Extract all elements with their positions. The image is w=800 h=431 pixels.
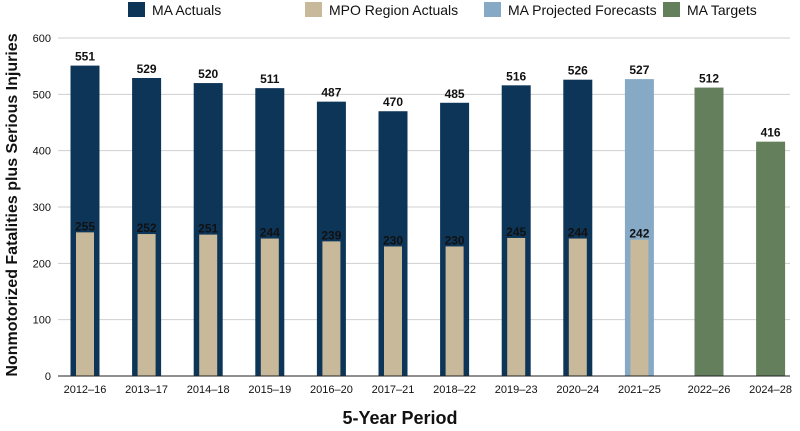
data-label: 239 xyxy=(321,228,341,242)
bar-mpo-region-actuals xyxy=(384,246,402,376)
y-tick-label: 0 xyxy=(45,371,51,383)
x-tick-label: 2020–24 xyxy=(556,384,599,396)
x-tick-label: 2012–16 xyxy=(64,384,107,396)
data-label: 516 xyxy=(506,69,526,83)
value-labels: 551 255 529 252 520 251 511 244 487 239 470 230 485 2… xyxy=(75,50,781,248)
data-label: 526 xyxy=(568,64,588,78)
x-tick-label: 2021–25 xyxy=(618,384,661,396)
bar-mpo-region-actuals xyxy=(199,234,218,376)
data-label: 511 xyxy=(260,72,280,86)
data-label: 251 xyxy=(198,222,218,236)
x-tick-label: 2024–28 xyxy=(749,384,792,396)
data-label: 551 xyxy=(75,50,95,64)
y-tick-label: 500 xyxy=(33,89,51,101)
y-tick-label: 300 xyxy=(33,202,51,214)
data-label: 252 xyxy=(137,221,157,235)
data-label: 485 xyxy=(445,87,465,101)
bar-mpo-region-actuals xyxy=(76,232,94,376)
gridlines xyxy=(58,37,790,321)
x-axis-title: 5-Year Period xyxy=(342,408,457,428)
data-label: 230 xyxy=(445,233,465,247)
y-tick-label: 200 xyxy=(33,258,51,270)
data-label: 244 xyxy=(568,226,588,240)
bars xyxy=(70,65,786,377)
data-label: 529 xyxy=(137,62,157,76)
bar-mpo-region-actuals xyxy=(260,238,279,376)
y-tick-label: 400 xyxy=(33,146,51,158)
data-label: 487 xyxy=(321,86,341,100)
x-axis-ticks: 2012–16 2013–17 2014–18 2015–19 2016–20 2017–… xyxy=(64,384,792,396)
bar-ma-targets xyxy=(756,141,786,376)
y-axis-ticks: 0 100 200 300 400 500 600 xyxy=(33,33,51,383)
bar-mpo-region-actuals xyxy=(568,238,587,376)
legend-label: MPO Region Actuals xyxy=(329,2,458,18)
bar-mpo-region-actuals xyxy=(630,239,649,376)
data-label: 230 xyxy=(383,233,403,247)
legend-swatch xyxy=(128,2,145,17)
y-axis-title: Nonmotorized Fatalities plus Serious Inj… xyxy=(4,33,21,376)
bar-mpo-region-actuals xyxy=(322,241,341,376)
data-label: 242 xyxy=(629,227,649,241)
x-tick-label: 2016–20 xyxy=(310,384,353,396)
legend-swatch xyxy=(305,2,322,17)
x-tick-label: 2015–19 xyxy=(248,384,291,396)
data-label: 255 xyxy=(75,219,95,233)
x-tick-label: 2018–22 xyxy=(433,384,476,396)
data-label: 245 xyxy=(506,225,526,239)
legend-swatch xyxy=(663,2,680,17)
legend-label: MA Actuals xyxy=(152,2,221,18)
data-label: 520 xyxy=(198,67,218,81)
bar-mpo-region-actuals xyxy=(137,234,156,376)
legend-swatch xyxy=(484,2,501,17)
legend-label: MA Projected Forecasts xyxy=(508,2,657,18)
legend: MA Actuals MPO Region Actuals MA Projected… xyxy=(128,2,757,18)
x-tick-label: 2014–18 xyxy=(187,384,230,396)
y-tick-label: 600 xyxy=(33,33,51,45)
data-label: 527 xyxy=(629,63,649,77)
x-tick-label: 2022–26 xyxy=(688,384,731,396)
x-tick-label: 2017–21 xyxy=(372,384,415,396)
y-tick-label: 100 xyxy=(33,315,51,327)
data-label: 470 xyxy=(383,95,403,109)
legend-label: MA Targets xyxy=(687,2,757,18)
bar-mpo-region-actuals xyxy=(445,246,464,376)
bar-ma-targets xyxy=(694,87,724,376)
x-tick-label: 2019–23 xyxy=(495,384,538,396)
x-tick-label: 2013–17 xyxy=(125,384,168,396)
data-label: 512 xyxy=(699,72,719,86)
bar-mpo-region-actuals xyxy=(507,237,526,376)
data-label: 244 xyxy=(260,226,280,240)
data-label: 416 xyxy=(761,126,781,140)
